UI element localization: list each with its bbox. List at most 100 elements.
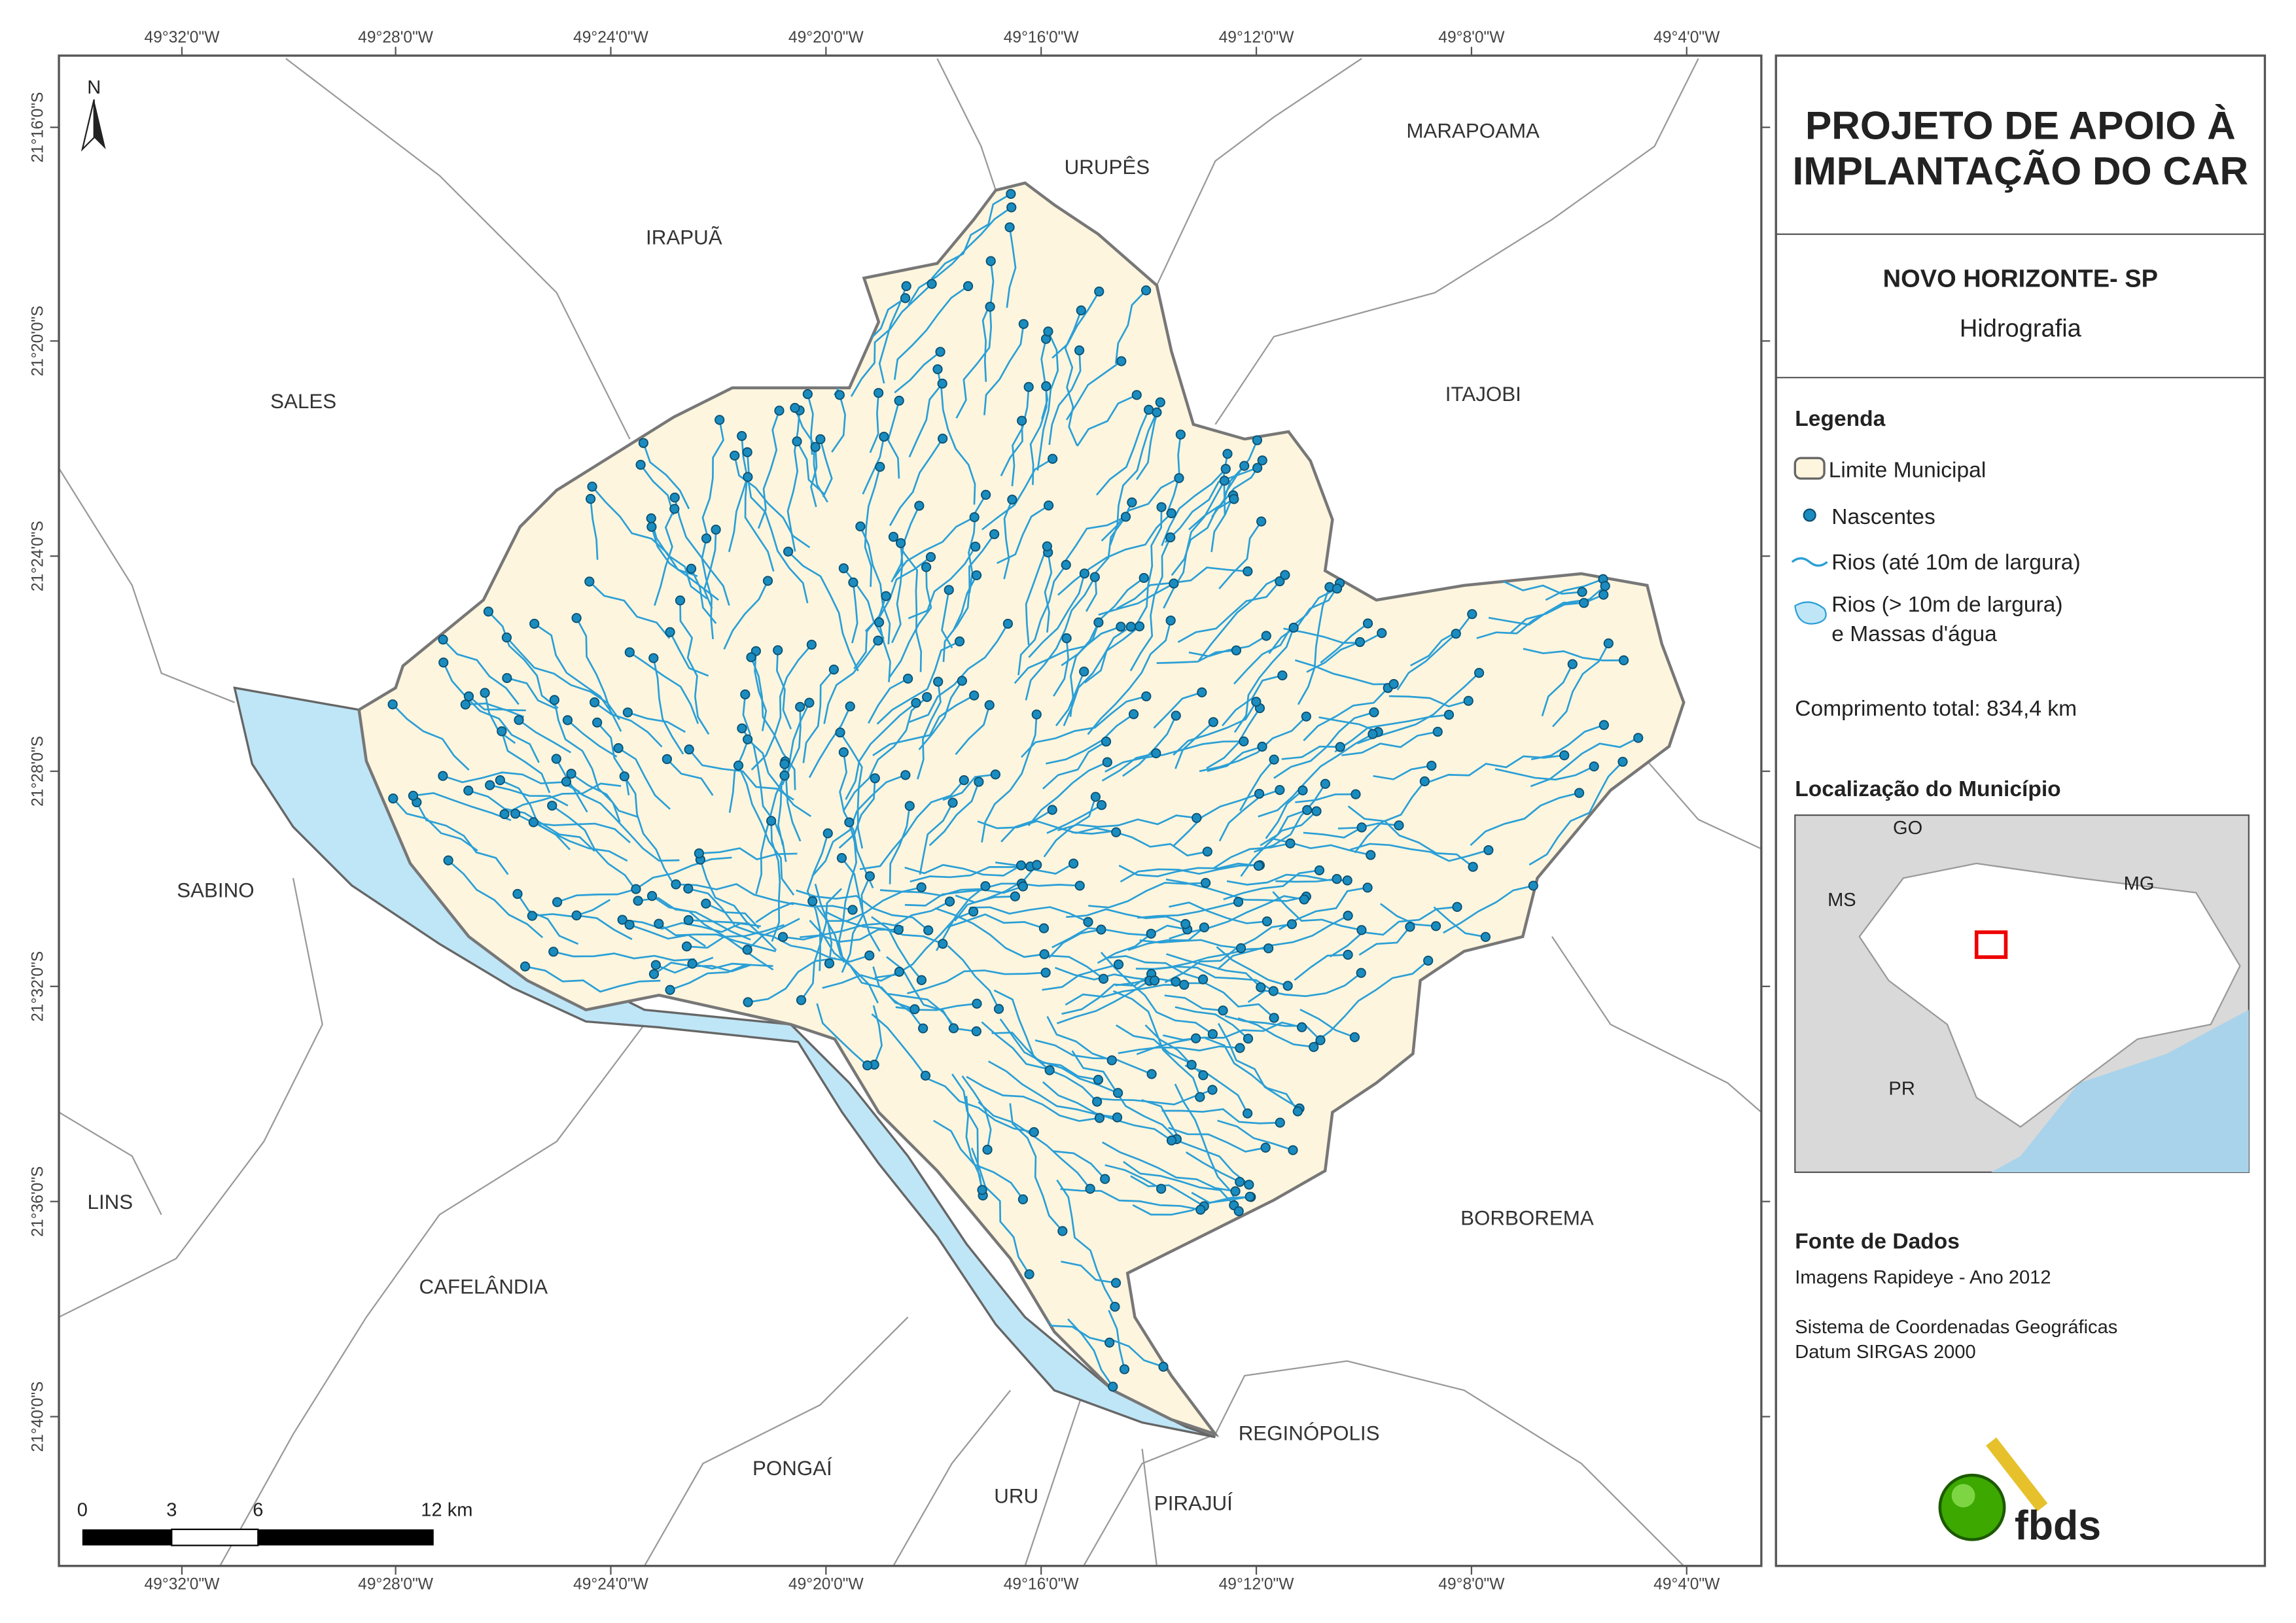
river (415, 801, 509, 875)
river (442, 662, 540, 763)
river (1258, 733, 1373, 818)
spring (548, 947, 559, 957)
spring (1092, 1096, 1103, 1107)
spring (1017, 1194, 1029, 1204)
spring (1342, 875, 1352, 886)
river (1166, 953, 1262, 988)
river (1173, 701, 1257, 756)
river (1295, 793, 1356, 803)
river (1100, 951, 1214, 1035)
river (755, 901, 853, 923)
spring (665, 985, 675, 995)
spring (982, 1144, 993, 1155)
spring (1094, 1113, 1105, 1123)
spring (1039, 949, 1050, 960)
river (640, 464, 675, 515)
spring (1311, 806, 1322, 816)
river (1021, 695, 1147, 758)
spring (1186, 1060, 1197, 1070)
spring (806, 639, 817, 650)
spring (957, 676, 967, 686)
spring (701, 898, 711, 909)
spring (1042, 541, 1052, 551)
spring (1106, 1055, 1117, 1066)
spring (969, 690, 980, 701)
spring (971, 1026, 981, 1037)
river (1177, 580, 1280, 643)
spring (1139, 572, 1149, 584)
spring (881, 591, 891, 601)
river (487, 610, 559, 709)
river (699, 847, 798, 861)
spring (1111, 827, 1122, 837)
location-label: PR (1888, 1078, 1915, 1099)
river (1164, 466, 1258, 544)
river (1523, 648, 1624, 661)
spring (1251, 697, 1262, 707)
spring (862, 1060, 873, 1071)
spring (1356, 968, 1366, 978)
river (1237, 1017, 1314, 1048)
spring (777, 932, 788, 942)
river (1051, 290, 1100, 359)
river (955, 705, 991, 756)
river (1034, 1039, 1152, 1075)
spring (1301, 711, 1311, 722)
river (1014, 625, 1122, 684)
spring (1269, 1013, 1279, 1023)
river (1191, 1191, 1250, 1204)
river (893, 285, 969, 380)
spring (635, 459, 646, 470)
river (1057, 512, 1173, 596)
map-frame (58, 54, 1763, 1567)
spring (1253, 860, 1264, 871)
river (1299, 1008, 1355, 1038)
top-tick-label: 49°20'0"W (788, 29, 864, 46)
river (1156, 649, 1237, 664)
river (874, 911, 974, 979)
river (1029, 386, 1048, 485)
spring (1156, 502, 1167, 512)
spring (650, 960, 661, 970)
spring (483, 606, 494, 617)
spring (1298, 785, 1308, 795)
river (977, 820, 1116, 834)
spring (701, 533, 712, 544)
spring (1362, 618, 1373, 629)
river (928, 781, 980, 846)
spring (1356, 822, 1367, 833)
spring (1165, 532, 1176, 543)
river (679, 600, 710, 735)
river (1188, 460, 1263, 531)
river (868, 678, 909, 724)
river (627, 711, 686, 733)
spring (1018, 319, 1029, 329)
place-label: PONGAÍ (752, 1457, 832, 1480)
river (1164, 994, 1224, 1012)
river (893, 516, 975, 579)
river (1065, 984, 1184, 1006)
spring (592, 717, 603, 728)
spring (864, 871, 875, 881)
spring (804, 697, 815, 708)
river (1092, 1089, 1213, 1106)
river (1025, 546, 1048, 646)
spring (1468, 862, 1478, 872)
spring (681, 941, 692, 952)
spring (900, 770, 911, 780)
spring (1286, 919, 1298, 930)
river (701, 538, 714, 640)
river (1433, 906, 1486, 938)
title: PROJETO DE APOIO À (1805, 103, 2236, 148)
spring (894, 395, 904, 406)
spring (1377, 628, 1387, 638)
spring (874, 617, 885, 627)
spring (1113, 959, 1124, 969)
river (1174, 1083, 1240, 1212)
spring (587, 481, 597, 492)
municipal-boundary (357, 181, 1686, 1437)
spring (944, 585, 954, 595)
river (392, 703, 470, 771)
spring (1244, 1179, 1254, 1190)
spring (927, 279, 937, 289)
